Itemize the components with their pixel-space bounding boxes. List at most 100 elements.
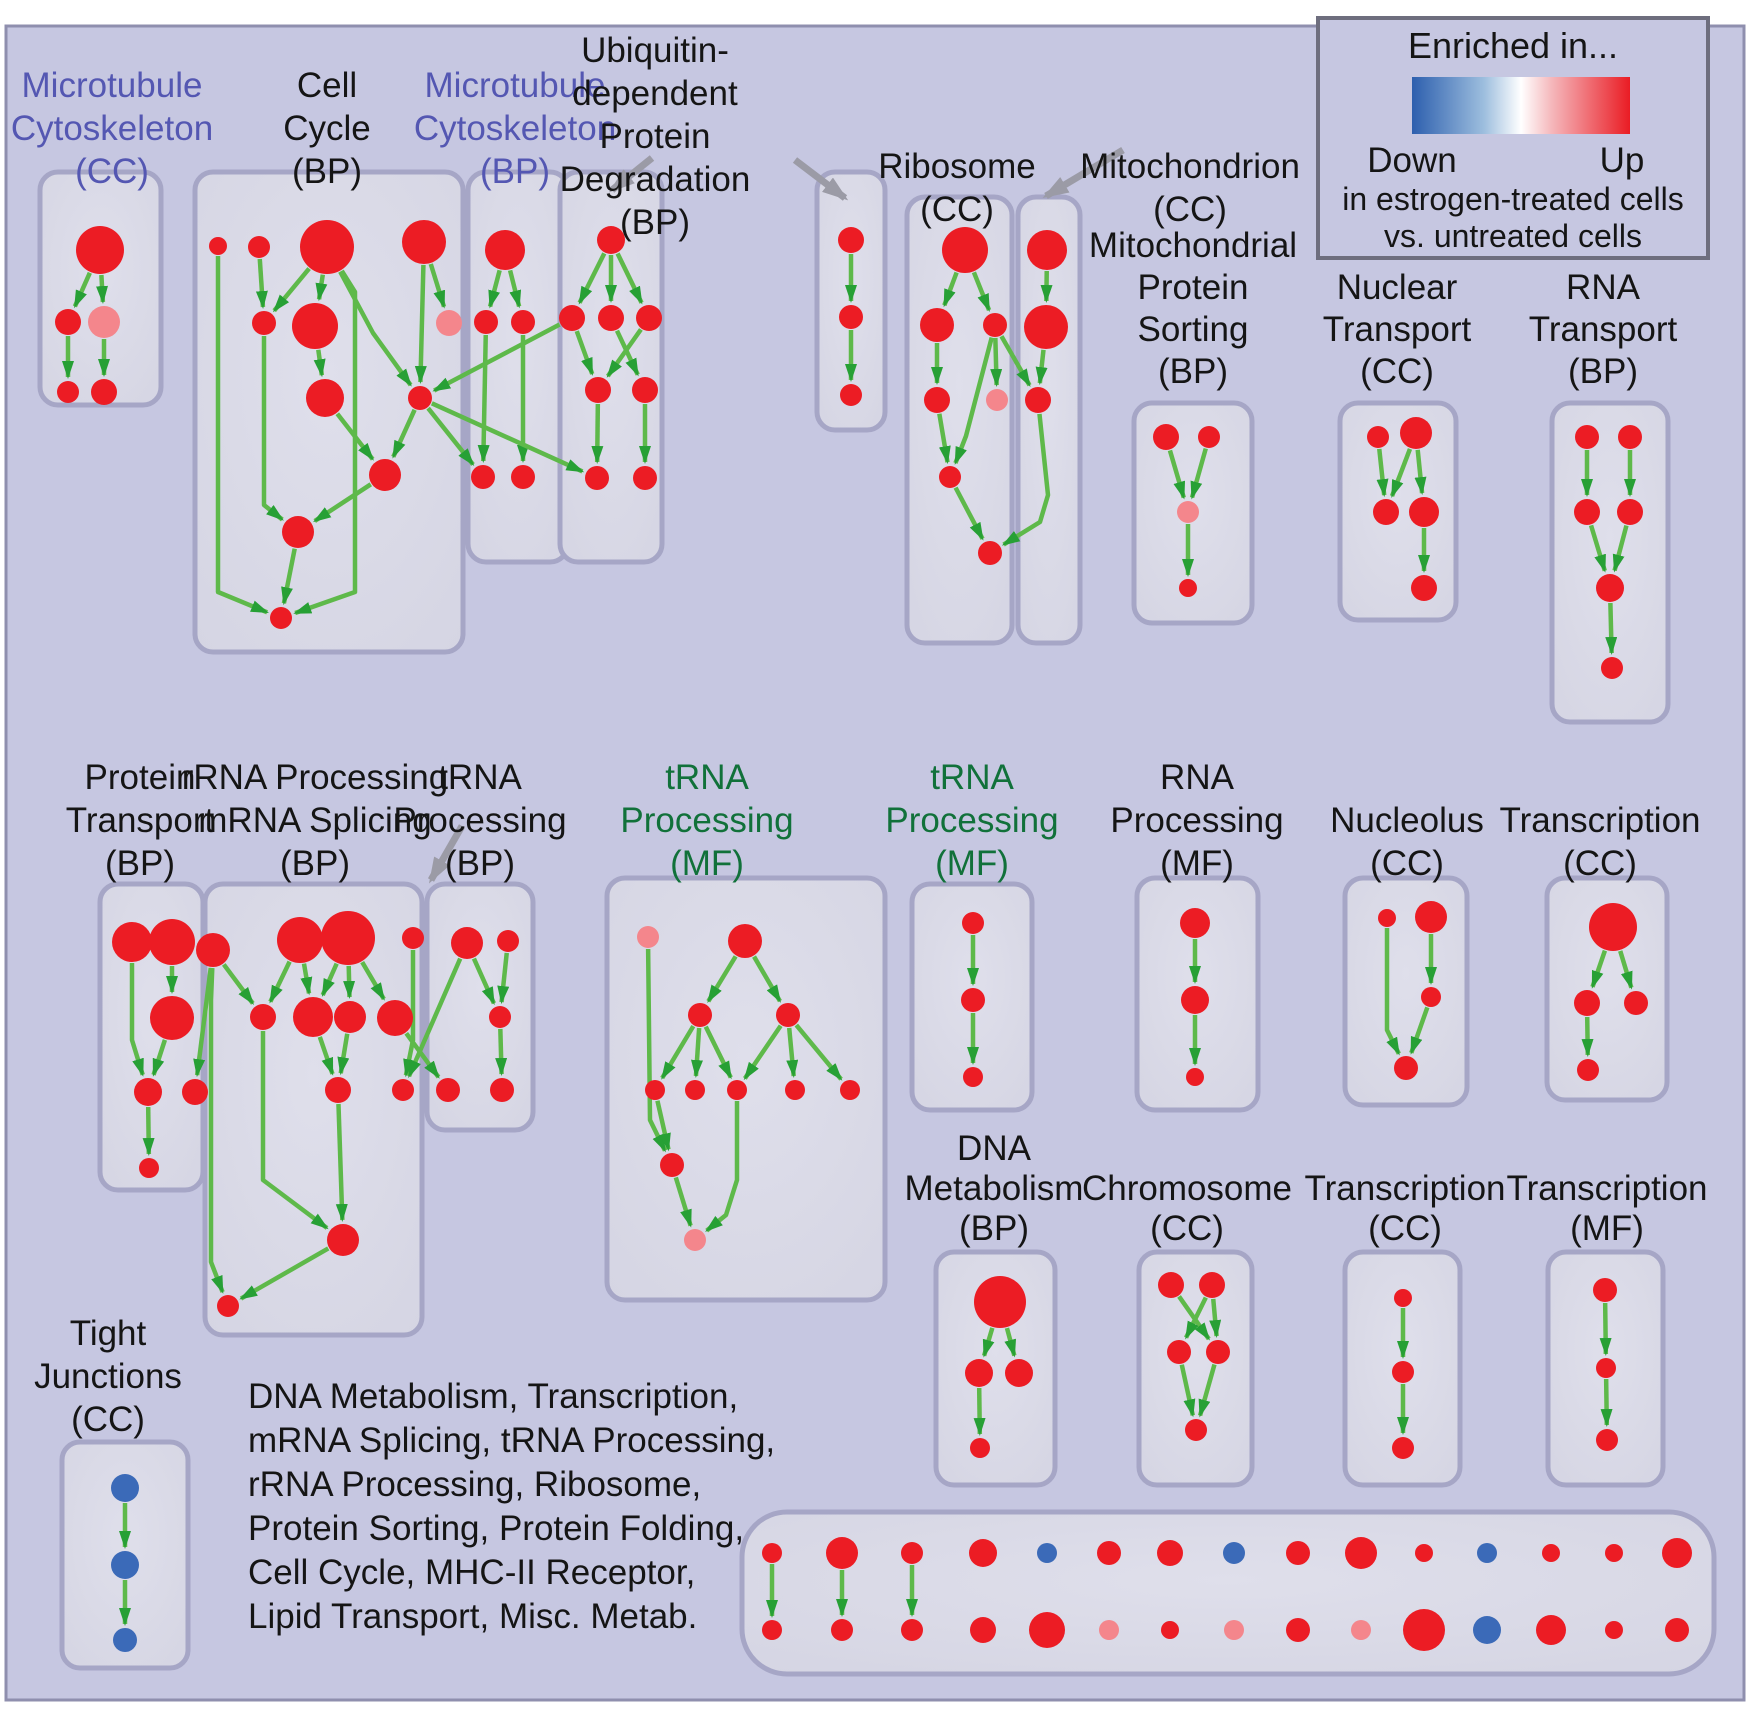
group-label-mbp: Microtubule bbox=[425, 66, 606, 105]
edge bbox=[343, 965, 356, 1000]
edge bbox=[1209, 1298, 1222, 1339]
edge bbox=[937, 413, 951, 465]
go-term-node bbox=[1185, 1419, 1207, 1441]
misc-clusters-text: mRNA Splicing, tRNA Processing, bbox=[248, 1421, 775, 1460]
go-term-node bbox=[270, 607, 292, 629]
edge bbox=[360, 961, 386, 1001]
misc-clusters-text: Lipid Transport, Misc. Metab. bbox=[248, 1597, 697, 1636]
edge bbox=[1588, 524, 1607, 573]
group-label-chr: (CC) bbox=[1150, 1209, 1224, 1248]
go-term-node bbox=[1596, 574, 1624, 602]
legend-down-label: Down bbox=[1367, 141, 1456, 180]
go-term-node bbox=[112, 922, 152, 962]
go-term-node bbox=[636, 305, 662, 331]
go-term-node bbox=[1624, 991, 1648, 1015]
group-box-dnam bbox=[933, 1249, 1058, 1488]
edge bbox=[406, 957, 463, 1079]
edge bbox=[142, 1106, 155, 1157]
edge bbox=[430, 401, 585, 474]
edge bbox=[239, 1246, 330, 1301]
go-term-node bbox=[840, 1080, 860, 1100]
go-term-node bbox=[961, 988, 985, 1012]
edge bbox=[268, 960, 292, 1004]
group-label-cc: (BP) bbox=[292, 152, 362, 191]
label-pointer-arrow bbox=[427, 824, 466, 884]
edge bbox=[743, 1024, 783, 1081]
go-term-node bbox=[408, 386, 432, 410]
edge bbox=[703, 1025, 733, 1080]
go-term-node bbox=[57, 381, 79, 403]
group-label-cc: Cell bbox=[297, 66, 357, 105]
group-label-ub1: Degradation bbox=[560, 160, 751, 199]
go-term-node bbox=[196, 933, 230, 967]
edge bbox=[315, 274, 328, 302]
go-term-node bbox=[1589, 903, 1637, 951]
go-term-node bbox=[1574, 990, 1600, 1016]
go-term-node bbox=[134, 1078, 162, 1106]
go-term-node bbox=[1605, 1544, 1623, 1562]
label-pointer-arrow bbox=[792, 157, 849, 201]
go-term-node bbox=[1286, 1618, 1310, 1642]
edge bbox=[313, 482, 373, 523]
edge bbox=[320, 962, 339, 997]
edge bbox=[1618, 950, 1634, 990]
edge bbox=[272, 267, 311, 313]
go-term-node bbox=[489, 1006, 511, 1028]
group-label-mit: Mitochondrion bbox=[1080, 147, 1300, 186]
group-label-chr: Chromosome bbox=[1082, 1169, 1292, 1208]
edge bbox=[432, 322, 561, 393]
go-term-node bbox=[924, 387, 950, 413]
go-term-node bbox=[1198, 426, 1220, 448]
go-term-node bbox=[839, 305, 863, 329]
group-label-tj: (CC) bbox=[71, 1400, 145, 1439]
go-term-node bbox=[377, 1000, 413, 1036]
edge bbox=[261, 336, 284, 522]
go-term-node bbox=[497, 930, 519, 952]
go-term-node bbox=[1662, 1538, 1692, 1568]
go-term-node bbox=[1415, 1544, 1433, 1562]
go-term-node bbox=[334, 1001, 366, 1033]
go-term-node bbox=[471, 465, 495, 489]
edge bbox=[487, 269, 502, 309]
edge bbox=[404, 1031, 441, 1079]
group-label-pt: Transport bbox=[66, 801, 215, 840]
go-term-node bbox=[1378, 909, 1396, 927]
go-term-node bbox=[1617, 499, 1643, 525]
go-term-node bbox=[1536, 1615, 1566, 1645]
edge bbox=[591, 403, 604, 465]
group-label-rt: (BP) bbox=[1568, 352, 1638, 391]
go-term-node bbox=[585, 466, 609, 490]
go-term-node bbox=[965, 1359, 993, 1387]
go-term-node bbox=[1180, 908, 1210, 938]
group-label-rpmf: RNA bbox=[1160, 758, 1235, 797]
edge bbox=[786, 1027, 799, 1079]
group-label-tmf3: Transcription bbox=[1507, 1169, 1708, 1208]
edge bbox=[615, 252, 644, 305]
go-term-node bbox=[217, 1295, 239, 1317]
edge bbox=[1414, 449, 1427, 496]
misc-clusters-text: rRNA Processing, Ribosome, bbox=[248, 1465, 701, 1504]
go-term-node bbox=[293, 997, 333, 1037]
edge bbox=[971, 271, 992, 313]
edge bbox=[1197, 1363, 1217, 1418]
go-term-node bbox=[559, 305, 585, 331]
go-term-node bbox=[1618, 425, 1642, 449]
group-label-rib: Ribosome bbox=[878, 147, 1036, 186]
go-term-node bbox=[149, 919, 195, 965]
edge bbox=[293, 269, 358, 616]
go-term-node bbox=[91, 379, 117, 405]
go-term-node bbox=[209, 237, 227, 255]
group-box-rrna bbox=[202, 881, 425, 1338]
go-term-node bbox=[632, 377, 658, 403]
edge bbox=[335, 1103, 348, 1223]
group-label-nt: Nuclear bbox=[1337, 268, 1458, 307]
edge bbox=[495, 1028, 508, 1077]
group-label-nuc: Nucleolus bbox=[1330, 801, 1484, 840]
go-term-node bbox=[1403, 1609, 1445, 1651]
edge bbox=[1001, 413, 1051, 547]
go-term-node bbox=[660, 1153, 684, 1177]
edge bbox=[255, 258, 268, 310]
go-term-node bbox=[1542, 1544, 1560, 1562]
go-term-node bbox=[939, 466, 961, 488]
